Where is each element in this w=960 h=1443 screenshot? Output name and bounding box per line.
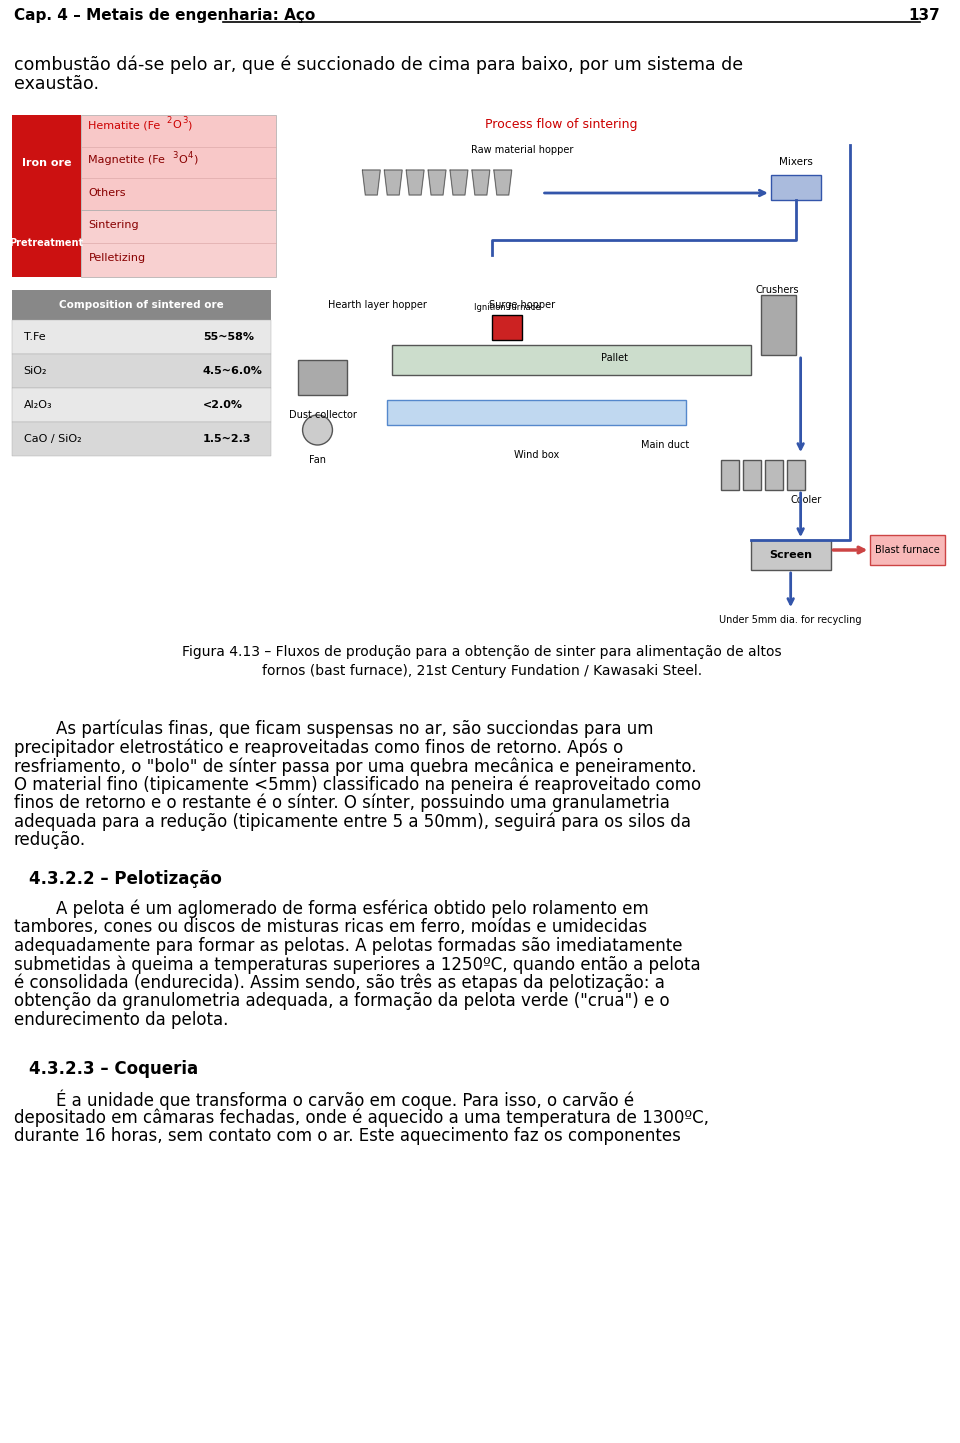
Bar bbox=[387, 400, 686, 426]
Text: Magnetite (Fe: Magnetite (Fe bbox=[88, 154, 165, 165]
Bar bbox=[492, 315, 521, 341]
Text: Pallet: Pallet bbox=[601, 354, 629, 364]
Polygon shape bbox=[406, 170, 424, 195]
Text: Mixers: Mixers bbox=[779, 157, 812, 167]
Text: depositado em câmaras fechadas, onde é aquecido a uma temperatura de 1300ºC,: depositado em câmaras fechadas, onde é a… bbox=[13, 1108, 708, 1127]
Text: Hearth layer hopper: Hearth layer hopper bbox=[328, 300, 426, 310]
Text: 3: 3 bbox=[182, 115, 187, 126]
Text: As partículas finas, que ficam suspensas no ar, são succiondas para um: As partículas finas, que ficam suspensas… bbox=[13, 720, 653, 739]
Text: 4.5~6.0%: 4.5~6.0% bbox=[203, 367, 263, 377]
Text: T.Fe: T.Fe bbox=[24, 332, 45, 342]
Bar bbox=[12, 320, 271, 354]
Text: Dust collector: Dust collector bbox=[289, 410, 356, 420]
Text: Pelletizing: Pelletizing bbox=[88, 253, 146, 263]
Text: 4.3.2.3 – Coqueria: 4.3.2.3 – Coqueria bbox=[29, 1061, 198, 1078]
Text: A pelota é um aglomerado de forma esférica obtido pelo rolamento em: A pelota é um aglomerado de forma esféri… bbox=[13, 900, 648, 919]
Text: Cooler: Cooler bbox=[791, 495, 822, 505]
Bar bbox=[12, 290, 271, 320]
Text: 1.5~2.3: 1.5~2.3 bbox=[203, 434, 252, 444]
Bar bbox=[721, 460, 739, 491]
Text: Hematite (Fe: Hematite (Fe bbox=[88, 120, 160, 130]
Text: O material fino (tipicamente <5mm) classificado na peneira é reaproveitado como: O material fino (tipicamente <5mm) class… bbox=[13, 775, 701, 794]
Text: Process flow of sintering: Process flow of sintering bbox=[486, 118, 637, 131]
Text: Wind box: Wind box bbox=[514, 450, 560, 460]
Text: Others: Others bbox=[88, 188, 126, 198]
Text: <2.0%: <2.0% bbox=[203, 400, 243, 410]
Text: submetidas à queima a temperaturas superiores a 1250ºC, quando então a pelota: submetidas à queima a temperaturas super… bbox=[13, 955, 701, 974]
Bar bbox=[82, 115, 276, 211]
Text: Fan: Fan bbox=[309, 455, 326, 465]
Text: Cap. 4 – Metais de engenharia: Aço: Cap. 4 – Metais de engenharia: Aço bbox=[13, 9, 321, 23]
Text: Iron ore: Iron ore bbox=[22, 157, 71, 167]
Text: redução.: redução. bbox=[13, 831, 85, 848]
Text: Crushers: Crushers bbox=[756, 286, 800, 294]
Text: 4: 4 bbox=[188, 152, 193, 160]
Text: Pretreatment: Pretreatment bbox=[10, 238, 84, 248]
Text: obtenção da granulometria adequada, a formação da pelota verde ("crua") e o: obtenção da granulometria adequada, a fo… bbox=[13, 993, 669, 1010]
Text: Screen: Screen bbox=[769, 550, 812, 560]
Text: 3: 3 bbox=[172, 152, 178, 160]
Text: Composition of sintered ore: Composition of sintered ore bbox=[59, 300, 224, 310]
Text: Sintering: Sintering bbox=[88, 219, 139, 229]
Text: precipitador eletrostático e reaproveitadas como finos de retorno. Após o: precipitador eletrostático e reaproveita… bbox=[13, 739, 623, 758]
Text: endurecimento da pelota.: endurecimento da pelota. bbox=[13, 1012, 228, 1029]
Text: Raw material hopper: Raw material hopper bbox=[470, 144, 573, 154]
Text: combustão dá-se pelo ar, que é succionado de cima para baixo, por um sistema de: combustão dá-se pelo ar, que é succionad… bbox=[13, 55, 743, 74]
Text: Figura 4.13 – Fluxos de produção para a obtenção de sinter para alimentação de a: Figura 4.13 – Fluxos de produção para a … bbox=[182, 645, 781, 678]
Text: O: O bbox=[178, 154, 187, 165]
Text: ): ) bbox=[193, 154, 198, 165]
Text: Al₂O₃: Al₂O₃ bbox=[24, 400, 52, 410]
Text: tambores, cones ou discos de misturas ricas em ferro, moídas e umidecidas: tambores, cones ou discos de misturas ri… bbox=[13, 919, 647, 937]
Text: durante 16 horas, sem contato com o ar. Este aquecimento faz os componentes: durante 16 horas, sem contato com o ar. … bbox=[13, 1127, 681, 1144]
Text: 137: 137 bbox=[908, 9, 940, 23]
Bar bbox=[751, 540, 830, 570]
Circle shape bbox=[302, 416, 332, 444]
Polygon shape bbox=[362, 170, 380, 195]
Bar bbox=[743, 460, 760, 491]
Text: Main duct: Main duct bbox=[641, 440, 689, 450]
Bar bbox=[765, 460, 782, 491]
Bar bbox=[12, 115, 82, 211]
Bar bbox=[771, 175, 821, 201]
Text: 55~58%: 55~58% bbox=[203, 332, 254, 342]
Text: adequada para a redução (tipicamente entre 5 a 50mm), seguirá para os silos da: adequada para a redução (tipicamente ent… bbox=[13, 812, 690, 831]
Text: Surge hopper: Surge hopper bbox=[489, 300, 555, 310]
Bar bbox=[12, 211, 82, 277]
Bar bbox=[393, 345, 751, 375]
Text: CaO / SiO₂: CaO / SiO₂ bbox=[24, 434, 82, 444]
Bar bbox=[786, 460, 804, 491]
Text: 4.3.2.2 – Pelotização: 4.3.2.2 – Pelotização bbox=[29, 870, 222, 887]
Text: O: O bbox=[172, 120, 180, 130]
Text: exaustão.: exaustão. bbox=[13, 75, 99, 92]
Bar bbox=[12, 421, 271, 456]
Text: resfriamento, o "bolo" de sínter passa por uma quebra mecânica e peneiramento.: resfriamento, o "bolo" de sínter passa p… bbox=[13, 758, 696, 775]
Text: É a unidade que transforma o carvão em coque. Para isso, o carvão é: É a unidade que transforma o carvão em c… bbox=[13, 1089, 634, 1111]
Bar bbox=[82, 211, 276, 277]
Text: SiO₂: SiO₂ bbox=[24, 367, 47, 377]
Polygon shape bbox=[493, 170, 512, 195]
Polygon shape bbox=[450, 170, 468, 195]
Text: é consolidada (endurecida). Assim sendo, são três as etapas da pelotização: a: é consolidada (endurecida). Assim sendo,… bbox=[13, 974, 664, 993]
Polygon shape bbox=[428, 170, 446, 195]
Text: finos de retorno e o restante é o sínter. O sínter, possuindo uma granulametria: finos de retorno e o restante é o sínter… bbox=[13, 794, 669, 812]
Bar bbox=[12, 388, 271, 421]
Bar bbox=[871, 535, 945, 566]
Text: 2: 2 bbox=[166, 115, 171, 126]
Polygon shape bbox=[472, 170, 490, 195]
Polygon shape bbox=[384, 170, 402, 195]
Bar bbox=[298, 359, 348, 395]
Bar bbox=[760, 294, 796, 355]
Text: ): ) bbox=[187, 120, 191, 130]
Text: adequadamente para formar as pelotas. A pelotas formadas são imediatamente: adequadamente para formar as pelotas. A … bbox=[13, 937, 683, 955]
Bar bbox=[12, 354, 271, 388]
Text: Under 5mm dia. for recycling: Under 5mm dia. for recycling bbox=[719, 615, 862, 625]
Text: Blast furnace: Blast furnace bbox=[875, 545, 940, 556]
Text: Ignition furnace: Ignition furnace bbox=[473, 303, 540, 312]
